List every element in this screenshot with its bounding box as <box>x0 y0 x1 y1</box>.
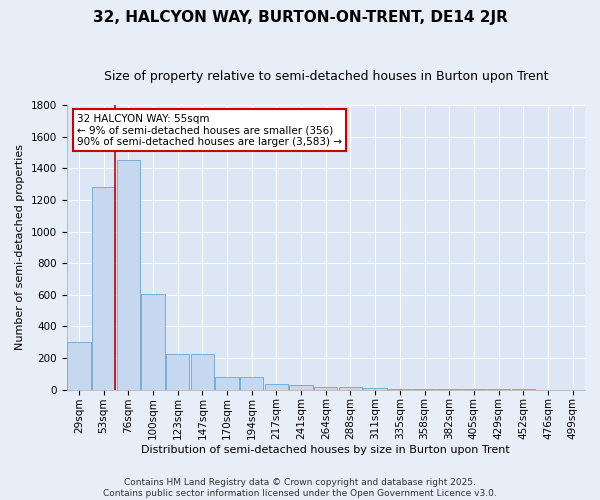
Y-axis label: Number of semi-detached properties: Number of semi-detached properties <box>15 144 25 350</box>
Bar <box>166 354 190 390</box>
Bar <box>364 388 387 390</box>
Bar <box>388 389 412 390</box>
Bar <box>215 377 239 390</box>
Bar <box>92 187 115 390</box>
X-axis label: Distribution of semi-detached houses by size in Burton upon Trent: Distribution of semi-detached houses by … <box>142 445 510 455</box>
Bar <box>116 160 140 390</box>
Bar <box>339 388 362 390</box>
Bar <box>191 354 214 390</box>
Bar <box>141 294 164 390</box>
Text: 32 HALCYON WAY: 55sqm
← 9% of semi-detached houses are smaller (356)
90% of semi: 32 HALCYON WAY: 55sqm ← 9% of semi-detac… <box>77 114 342 146</box>
Bar <box>314 386 337 390</box>
Text: Contains HM Land Registry data © Crown copyright and database right 2025.
Contai: Contains HM Land Registry data © Crown c… <box>103 478 497 498</box>
Bar <box>240 377 263 390</box>
Text: 32, HALCYON WAY, BURTON-ON-TRENT, DE14 2JR: 32, HALCYON WAY, BURTON-ON-TRENT, DE14 2… <box>92 10 508 25</box>
Bar <box>289 385 313 390</box>
Bar <box>67 342 91 390</box>
Bar <box>413 389 436 390</box>
Bar <box>265 384 288 390</box>
Title: Size of property relative to semi-detached houses in Burton upon Trent: Size of property relative to semi-detach… <box>104 70 548 83</box>
